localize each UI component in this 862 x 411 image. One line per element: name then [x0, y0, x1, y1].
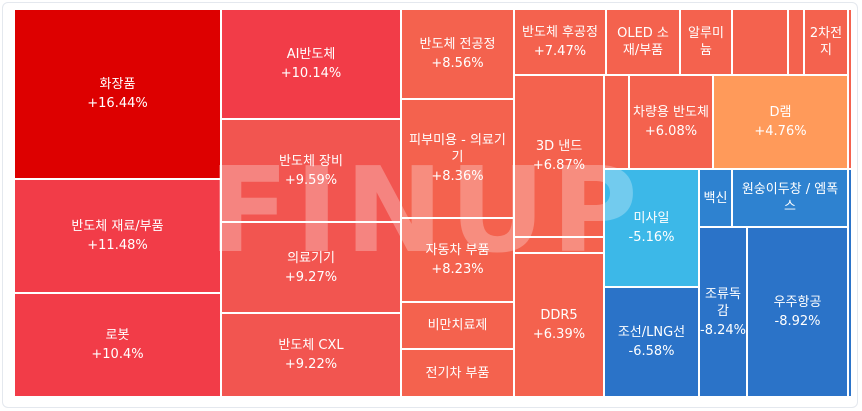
tile-name: AI반도체 — [286, 47, 336, 62]
tile-cosmetics[interactable]: 화장품 +16.44% — [14, 9, 221, 179]
tile-name: 로봇 — [105, 328, 130, 343]
tile-skin-beauty-medical[interactable]: 피부미용 - 의료기기 +8.36% — [401, 99, 514, 218]
tile-change: +8.36% — [431, 169, 484, 184]
tile-semiconductor-materials[interactable]: 반도체 재료/부품 +11.48% — [14, 179, 221, 293]
tile-name: 차량용 반도체 — [633, 105, 709, 120]
tile-change: -8.92% — [774, 314, 821, 329]
tile-small-6[interactable] — [848, 169, 852, 397]
tile-name: 반도체 재료/부품 — [71, 219, 164, 234]
tile-change: +8.23% — [431, 262, 484, 277]
tile-change: -8.24% — [700, 322, 746, 338]
tile-change: +7.47% — [533, 44, 587, 59]
tile-mpox[interactable]: 원숭이두창 / 엠폭스 — [732, 169, 848, 227]
tile-name: 백신 — [703, 190, 728, 206]
tile-small-1[interactable] — [514, 237, 604, 253]
tile-semiconductor-back-end[interactable]: 반도체 후공정 +7.47% — [514, 9, 606, 75]
tile-aluminum[interactable]: 알루미늄 — [680, 9, 732, 75]
tile-robot[interactable]: 로봇 +10.4% — [14, 293, 221, 397]
tile-change: +9.27% — [284, 269, 338, 285]
tile-change: -5.16% — [628, 230, 675, 245]
tile-name: 전기차 부품 — [425, 365, 490, 381]
tile-oled-materials[interactable]: OLED 소재/부품 — [606, 9, 680, 75]
tile-medical-devices[interactable]: 의료기기 +9.27% — [221, 222, 401, 313]
tile-change: +9.22% — [284, 357, 338, 372]
tile-3d-nand[interactable]: 3D 낸드 +6.87% — [514, 75, 604, 237]
tile-auto-parts[interactable]: 자동차 부품 +8.23% — [401, 218, 514, 302]
tile-secondary-battery[interactable]: 2차전지 — [804, 9, 848, 75]
tile-obesity-treatment[interactable]: 비만치료제 — [401, 302, 514, 349]
tile-semiconductor-equipment[interactable]: 반도체 장비 +9.59% — [221, 119, 401, 222]
tile-semiconductor-cxl[interactable]: 반도체 CXL +9.22% — [221, 313, 401, 397]
tile-name: 미사일 — [633, 211, 670, 226]
tile-name: 3D 낸드 — [535, 139, 583, 154]
tile-change: +9.59% — [284, 172, 338, 188]
tile-name: OLED 소재/부품 — [617, 26, 669, 58]
tile-name: 반도체 장비 — [279, 153, 343, 169]
tile-ddr5[interactable]: DDR5 +6.39% — [514, 253, 604, 397]
tile-name: 의료기기 — [287, 250, 335, 266]
tile-change: +16.44% — [87, 96, 148, 111]
tile-ev-parts[interactable]: 전기차 부품 — [401, 349, 514, 397]
tile-small-4[interactable] — [604, 75, 629, 169]
tile-missile[interactable]: 미사일 -5.16% — [604, 169, 699, 287]
tile-name: 2차전지 — [809, 26, 843, 58]
tile-change: +6.87% — [532, 158, 586, 173]
tile-change: +10.14% — [280, 66, 342, 81]
tile-name: 반도체 CXL — [278, 338, 344, 353]
tile-name: 비만치료제 — [427, 318, 488, 333]
tile-dram[interactable]: D램 +4.76% — [713, 75, 848, 169]
tile-auto-semiconductor[interactable]: 차량용 반도체 +6.08% — [629, 75, 713, 169]
tile-name: D램 — [769, 105, 792, 120]
tile-small-2[interactable] — [732, 9, 788, 75]
tile-name: 피부미용 - 의료기기 — [409, 133, 506, 165]
tile-small-5[interactable] — [848, 9, 852, 169]
tile-ai-semiconductor[interactable]: AI반도체 +10.14% — [221, 9, 401, 119]
tile-name: 알루미늄 — [688, 26, 724, 58]
tile-name: 조류독감 — [705, 286, 741, 319]
tile-change: +11.48% — [87, 238, 148, 253]
tile-name: 우주항공 — [773, 295, 822, 310]
tile-vaccine[interactable]: 백신 — [699, 169, 732, 227]
tile-bird-flu[interactable]: 조류독감 -8.24% — [699, 227, 747, 397]
tile-change: +4.76% — [754, 124, 807, 139]
tile-aerospace[interactable]: 우주항공 -8.92% — [747, 227, 848, 397]
tile-name: 반도체 전공정 — [419, 37, 496, 52]
tile-name: 반도체 후공정 — [522, 25, 598, 40]
tile-small-3[interactable] — [788, 9, 804, 75]
tile-change: -6.58% — [628, 344, 675, 359]
tile-change: +6.08% — [644, 124, 698, 139]
tile-name: 원숭이두창 / 엠폭스 — [741, 182, 839, 214]
tile-change: +10.4% — [91, 347, 144, 362]
tile-change: +6.39% — [532, 327, 586, 342]
tile-semiconductor-front-end[interactable]: 반도체 전공정 +8.56% — [401, 9, 514, 99]
tile-name: 자동차 부품 — [425, 243, 490, 258]
tile-shipbuilding-lng[interactable]: 조선/LNG선 -6.58% — [604, 287, 699, 397]
tile-name: 조선/LNG선 — [617, 325, 686, 340]
tile-name: DDR5 — [540, 308, 578, 323]
tile-change: +8.56% — [431, 56, 484, 71]
tile-name: 화장품 — [99, 77, 136, 92]
